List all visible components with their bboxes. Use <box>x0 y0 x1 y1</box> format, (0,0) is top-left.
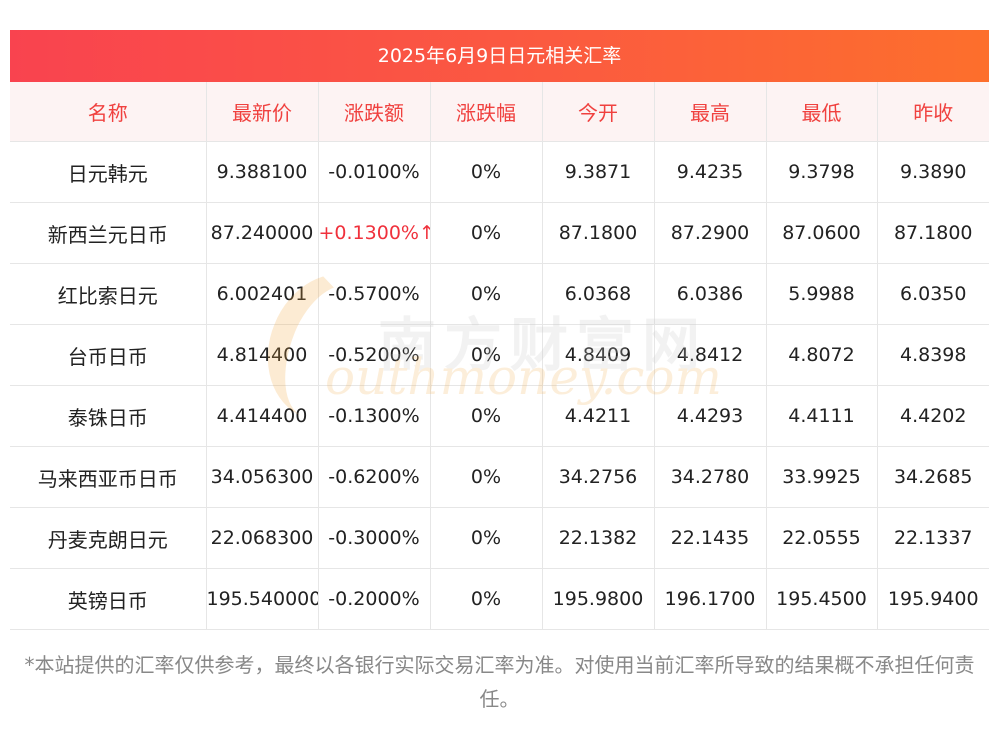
cell-change: -0.3000% <box>318 507 431 569</box>
cell-latest: 195.540000 <box>206 568 319 630</box>
table-title: 2025年6月9日日元相关汇率 <box>10 30 989 82</box>
cell-open: 34.2756 <box>542 446 655 508</box>
col-header-high: 最高 <box>654 82 767 142</box>
cell-name: 新西兰元日币 <box>10 202 207 264</box>
cell-change: -0.1300% <box>318 385 431 447</box>
cell-high: 87.2900 <box>654 202 767 264</box>
col-header-name: 名称 <box>10 82 207 142</box>
cell-pct: 0% <box>430 202 543 264</box>
table-row: 丹麦克朗日元 22.068300 -0.3000% 0% 22.1382 22.1435 2… <box>10 507 989 569</box>
cell-low: 195.4500 <box>766 568 878 630</box>
cell-pct: 0% <box>430 568 543 630</box>
cell-prev: 22.1337 <box>877 507 989 569</box>
cell-change: -0.0100% <box>318 141 431 203</box>
cell-low: 22.0555 <box>766 507 878 569</box>
cell-low: 87.0600 <box>766 202 878 264</box>
cell-open: 87.1800 <box>542 202 655 264</box>
cell-pct: 0% <box>430 141 543 203</box>
cell-latest: 87.240000 <box>206 202 319 264</box>
cell-pct: 0% <box>430 385 543 447</box>
cell-change: +0.1300%↑ <box>318 202 431 264</box>
cell-low: 4.8072 <box>766 324 878 386</box>
cell-prev: 6.0350 <box>877 263 989 325</box>
cell-name: 泰铢日币 <box>10 385 207 447</box>
cell-high: 6.0386 <box>654 263 767 325</box>
cell-low: 33.9925 <box>766 446 878 508</box>
table-row: 日元韩元 9.388100 -0.0100% 0% 9.3871 9.4235 9.3798… <box>10 141 989 203</box>
cell-change: -0.5700% <box>318 263 431 325</box>
cell-pct: 0% <box>430 507 543 569</box>
cell-high: 9.4235 <box>654 141 767 203</box>
cell-prev: 195.9400 <box>877 568 989 630</box>
cell-name: 台币日币 <box>10 324 207 386</box>
col-header-pct: 涨跌幅 <box>430 82 543 142</box>
exchange-rate-table: 名称 最新价 涨跌额 涨跌幅 今开 最高 最低 昨收 日元韩元 9.388100-… <box>10 82 989 630</box>
col-header-prev: 昨收 <box>877 82 989 142</box>
cell-low: 4.4111 <box>766 385 878 447</box>
rate-table-container: 2025年6月9日日元相关汇率 名称 最新价 涨跌额 涨跌幅 今开 最高 最低 … <box>10 30 989 630</box>
table-row: 红比索日元 6.002401 -0.5700% 0% 6.0368 6.0386 5.998… <box>10 263 989 325</box>
cell-latest: 4.414400 <box>206 385 319 447</box>
cell-open: 4.4211 <box>542 385 655 447</box>
cell-open: 9.3871 <box>542 141 655 203</box>
table-row: 泰铢日币 4.414400 -0.1300% 0% 4.4211 4.4293 4.4111… <box>10 385 989 447</box>
table-row: 新西兰元日币 87.240000 +0.1300%↑ 0% 87.1800 87.2900… <box>10 202 989 264</box>
cell-low: 5.9988 <box>766 263 878 325</box>
cell-latest: 22.068300 <box>206 507 319 569</box>
table-header-row: 名称 最新价 涨跌额 涨跌幅 今开 最高 最低 昨收 <box>10 82 989 142</box>
cell-open: 6.0368 <box>542 263 655 325</box>
cell-open: 22.1382 <box>542 507 655 569</box>
cell-pct: 0% <box>430 324 543 386</box>
cell-pct: 0% <box>430 446 543 508</box>
cell-latest: 6.002401 <box>206 263 319 325</box>
cell-name: 红比索日元 <box>10 263 207 325</box>
cell-name: 马来西亚币日币 <box>10 446 207 508</box>
cell-prev: 4.8398 <box>877 324 989 386</box>
table-row: 英镑日币 195.540000 -0.2000% 0% 195.9800 196.1700… <box>10 568 989 630</box>
table-row: 台币日币 4.814400 -0.5200% 0% 4.8409 4.8412 4.8072… <box>10 324 989 386</box>
cell-prev: 4.4202 <box>877 385 989 447</box>
cell-prev: 34.2685 <box>877 446 989 508</box>
cell-high: 22.1435 <box>654 507 767 569</box>
cell-low: 9.3798 <box>766 141 878 203</box>
col-header-open: 今开 <box>542 82 655 142</box>
col-header-latest: 最新价 <box>206 82 319 142</box>
cell-change: -0.5200% <box>318 324 431 386</box>
cell-open: 4.8409 <box>542 324 655 386</box>
cell-high: 4.4293 <box>654 385 767 447</box>
cell-high: 34.2780 <box>654 446 767 508</box>
cell-name: 丹麦克朗日元 <box>10 507 207 569</box>
cell-high: 4.8412 <box>654 324 767 386</box>
disclaimer-note: *本站提供的汇率仅供参考，最终以各银行实际交易汇率为准。对使用当前汇率所导致的结… <box>24 653 975 711</box>
cell-latest: 9.388100 <box>206 141 319 203</box>
cell-latest: 4.814400 <box>206 324 319 386</box>
col-header-low: 最低 <box>766 82 878 142</box>
cell-name: 英镑日币 <box>10 568 207 630</box>
cell-pct: 0% <box>430 263 543 325</box>
cell-prev: 9.3890 <box>877 141 989 203</box>
cell-prev: 87.1800 <box>877 202 989 264</box>
cell-name: 日元韩元 <box>10 141 207 203</box>
cell-change: -0.2000% <box>318 568 431 630</box>
cell-open: 195.9800 <box>542 568 655 630</box>
col-header-change: 涨跌额 <box>318 82 431 142</box>
cell-high: 196.1700 <box>654 568 767 630</box>
cell-change: -0.6200% <box>318 446 431 508</box>
table-row: 马来西亚币日币 34.056300 -0.6200% 0% 34.2756 34.2780… <box>10 446 989 508</box>
cell-latest: 34.056300 <box>206 446 319 508</box>
